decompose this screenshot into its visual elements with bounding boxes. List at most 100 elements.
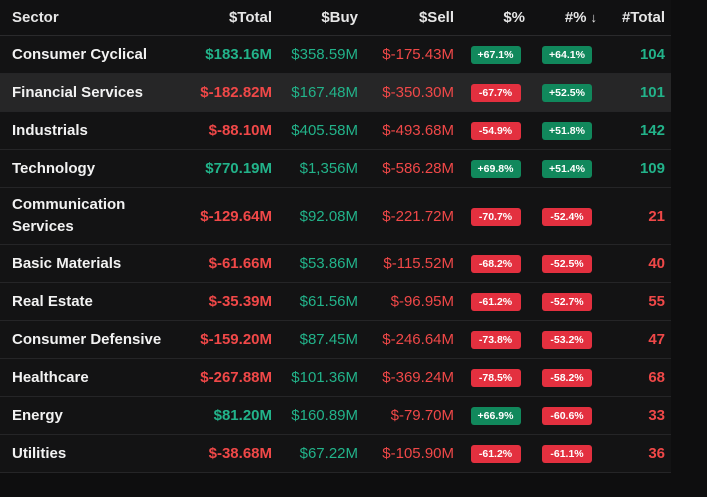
sell-value: $-105.90M <box>382 445 454 462</box>
count-total-value: 101 <box>639 84 665 101</box>
count-pct-cell: -52.5% <box>531 254 603 273</box>
count-pct-cell: -53.2% <box>531 330 603 349</box>
sector-flow-table: Sector $Total $Buy $Sell $% #% ↓ #Total C… <box>0 0 671 473</box>
total-value: $183.16M <box>205 46 272 63</box>
table-row[interactable]: Communication Services $-129.64M $92.08M $-… <box>0 188 671 245</box>
buy-value: $53.86M <box>299 255 358 272</box>
table-row[interactable]: Real Estate $-35.39M $61.56M $-96.95M -61.2%… <box>0 283 671 321</box>
count-pct-badge: -52.4% <box>542 207 592 226</box>
count-total-value: 40 <box>648 255 665 272</box>
total-value: $-38.68M <box>208 445 272 462</box>
count-pct-badge: +64.1% <box>542 46 592 64</box>
buy-value: $92.08M <box>299 207 358 225</box>
total-value: $770.19M <box>205 160 272 177</box>
count-total-value: 104 <box>639 46 665 63</box>
column-header-count-pct[interactable]: #% ↓ <box>531 9 603 26</box>
table-row[interactable]: Technology $770.19M $1,356M $-586.28M +69.8%… <box>0 150 671 188</box>
pct-cell: -73.8% <box>460 330 531 349</box>
buy-value: $167.48M <box>291 84 358 101</box>
count-pct-cell: -52.4% <box>531 207 603 226</box>
pct-badge: -70.7% <box>470 207 521 226</box>
count-total-value: 36 <box>648 445 665 462</box>
sector-name: Technology <box>12 159 96 177</box>
pct-badge: -54.9% <box>470 122 521 140</box>
table-row[interactable]: Basic Materials $-61.66M $53.86M $-115.52M -… <box>0 245 671 283</box>
table-row[interactable]: Consumer Cyclical $183.16M $358.59M $-175.4… <box>0 36 671 74</box>
count-total-value: 142 <box>639 122 665 139</box>
count-pct-cell: -58.2% <box>531 368 603 387</box>
table-row[interactable]: Energy $81.20M $160.89M $-79.70M +66.9% -60.6… <box>0 397 671 435</box>
pct-cell: -61.2% <box>460 292 531 311</box>
count-pct-badge: +52.5% <box>542 84 592 102</box>
column-header-sector[interactable]: Sector <box>12 8 59 26</box>
table-row[interactable]: Consumer Defensive $-159.20M $87.45M $-246.… <box>0 321 671 359</box>
sector-name: Real Estate <box>12 292 93 310</box>
pct-cell: -78.5% <box>460 368 531 387</box>
pct-cell: -54.9% <box>460 121 531 140</box>
total-value: $-159.20M <box>200 331 272 348</box>
column-header-total[interactable]: $Total <box>228 9 272 26</box>
column-header-buy[interactable]: $Buy <box>321 9 358 26</box>
sector-name: Energy <box>12 406 63 424</box>
total-value: $-267.88M <box>200 369 272 386</box>
count-total-value: 68 <box>648 369 665 386</box>
sort-down-icon: ↓ <box>590 10 598 25</box>
count-pct-badge: -61.1% <box>542 445 592 463</box>
total-value: $-129.64M <box>200 207 272 225</box>
total-value: $-35.39M <box>208 293 272 310</box>
column-header-count-pct-label: #% <box>564 9 587 26</box>
sell-value: $-221.72M <box>382 207 454 225</box>
sector-name: Basic Materials <box>12 254 122 272</box>
count-total-value: 47 <box>648 331 665 348</box>
sector-name: Consumer Defensive <box>12 330 162 348</box>
sell-value: $-493.68M <box>382 122 454 139</box>
pct-cell: +67.1% <box>460 45 531 64</box>
total-value: $-61.66M <box>208 255 272 272</box>
buy-value: $87.45M <box>299 331 358 348</box>
count-pct-cell: -52.7% <box>531 292 603 311</box>
table-row[interactable]: Utilities $-38.68M $67.22M $-105.90M -61.2% -… <box>0 435 671 473</box>
buy-value: $101.36M <box>291 369 358 386</box>
count-total-value: 33 <box>648 407 665 424</box>
count-pct-badge: -60.6% <box>542 407 592 425</box>
sector-name: Utilities <box>12 444 67 462</box>
column-header-pct[interactable]: $% <box>503 9 525 26</box>
sell-value: $-175.43M <box>382 46 454 63</box>
pct-badge: -68.2% <box>470 255 521 273</box>
total-value: $-182.82M <box>200 84 272 101</box>
sell-value: $-115.52M <box>383 255 454 272</box>
pct-cell: -61.2% <box>460 444 531 463</box>
buy-value: $1,356M <box>299 160 358 177</box>
buy-value: $61.56M <box>299 293 358 310</box>
sell-value: $-79.70M <box>390 407 454 424</box>
buy-value: $160.89M <box>291 407 358 424</box>
total-value: $81.20M <box>213 407 272 424</box>
table-row[interactable]: Healthcare $-267.88M $101.36M $-369.24M -78.… <box>0 359 671 397</box>
count-pct-cell: +51.8% <box>531 121 603 140</box>
sector-name: Industrials <box>12 121 88 139</box>
count-total-value: 55 <box>648 293 665 310</box>
pct-badge: +66.9% <box>470 407 521 425</box>
count-pct-badge: -52.5% <box>542 255 592 273</box>
count-total-value: 109 <box>639 160 665 177</box>
count-pct-cell: -60.6% <box>531 406 603 425</box>
pct-cell: -67.7% <box>460 83 531 102</box>
column-header-count-total[interactable]: #Total <box>621 9 665 26</box>
count-pct-cell: +64.1% <box>531 45 603 64</box>
sector-name: Financial Services <box>12 83 143 101</box>
sell-value: $-96.95M <box>390 293 454 310</box>
sell-value: $-586.28M <box>382 160 454 177</box>
sector-name: Communication Services <box>12 196 126 235</box>
table-row[interactable]: Financial Services $-182.82M $167.48M $-350… <box>0 74 671 112</box>
pct-badge: -61.2% <box>470 445 521 463</box>
buy-value: $358.59M <box>291 46 358 63</box>
sector-name: Consumer Cyclical <box>12 45 148 63</box>
column-header-sell[interactable]: $Sell <box>418 9 454 26</box>
table-header: Sector $Total $Buy $Sell $% #% ↓ #Total <box>0 0 671 36</box>
table-body: Consumer Cyclical $183.16M $358.59M $-175.4… <box>0 36 671 473</box>
count-pct-cell: -61.1% <box>531 444 603 463</box>
count-pct-cell: +52.5% <box>531 83 603 102</box>
pct-cell: -68.2% <box>460 254 531 273</box>
sell-value: $-369.24M <box>382 369 454 386</box>
table-row[interactable]: Industrials $-88.10M $405.58M $-493.68M -54.… <box>0 112 671 150</box>
